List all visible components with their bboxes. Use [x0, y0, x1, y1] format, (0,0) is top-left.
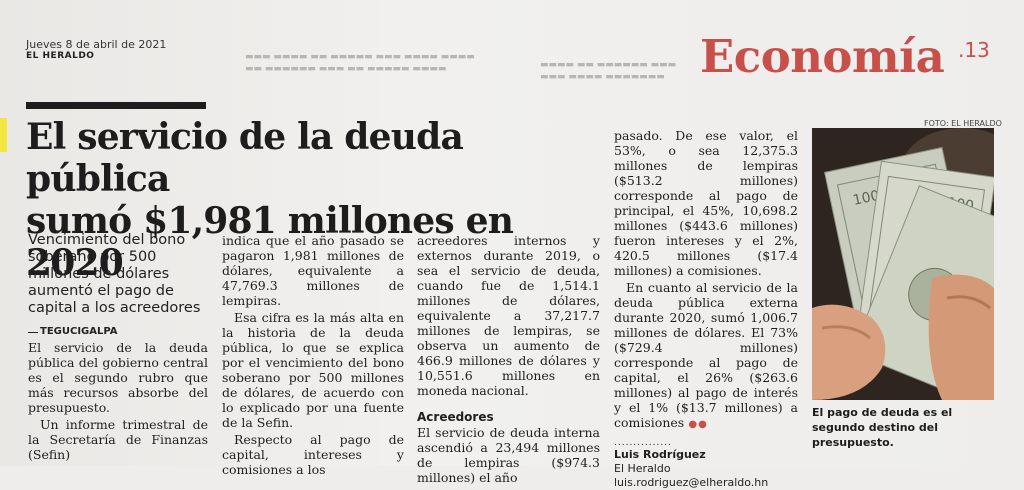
paragraph: pasado. De ese valor, el 53%, o sea 12,3… [614, 128, 798, 278]
bleed-through-text: ▬▬▬▬ ▬▬ ▬▬▬▬▬▬ ▬▬▬ [540, 60, 677, 70]
article-column-1: El servicio de la deuda pública del gobi… [28, 340, 208, 462]
article-column-2: indica que el año pasado se pagaron 1,98… [222, 233, 404, 477]
end-mark-icon: ●● [684, 419, 708, 430]
article-column-3: acreedores internos y externos durante 2… [417, 233, 600, 485]
photo-caption: El pago de deuda es el segundo destino d… [812, 406, 953, 449]
bleed-through-text: ▬▬▬ ▬▬▬▬ ▬▬ ▬▬▬▬▬ ▬▬▬ ▬▬▬▬ ▬▬▬▬ [245, 52, 475, 62]
paragraph: Esa cifra es la más alta en la historia … [222, 310, 404, 430]
bleed-through-text: ▬▬ ▬▬▬▬▬▬ ▬▬▬ ▬▬ ▬▬▬▬▬ ▬▬▬▬ [245, 64, 447, 74]
issue-date: Jueves 8 de abril de 2021 [26, 38, 167, 51]
headline: El servicio de la deuda pública sumó $1,… [26, 116, 606, 284]
bleed-through-text: ▬▬▬ ▬▬▬▬ ▬▬▬▬▬▬▬ [540, 72, 665, 82]
author-outlet: El Heraldo [614, 462, 671, 475]
highlighter-mark [0, 118, 7, 152]
hands-holding-dollars-illustration: 100 100 [812, 128, 994, 400]
paragraph: Respecto al pago de capital, intereses y… [222, 432, 404, 477]
author-email: luis.rodriguez@elheraldo.hn [614, 476, 769, 489]
paragraph: En cuanto al servicio de la deuda públic… [614, 280, 798, 432]
paragraph: El servicio de la deuda pública del gobi… [28, 340, 208, 415]
newspaper-name: EL HERALDO [26, 51, 95, 61]
byline-separator: ............... [614, 438, 672, 448]
section-title: Economía [700, 30, 945, 83]
headline-line-2: sumó $1,981 millones en 2020 [26, 200, 514, 284]
headline-line-1: El servicio de la deuda pública [26, 116, 464, 200]
headline-rule [26, 102, 206, 109]
paragraph: Un informe trimestral de la Secretaría d… [28, 417, 208, 462]
subsection-title: Acreedores [417, 410, 494, 424]
paragraph: indica que el año pasado se pagaron 1,98… [222, 233, 404, 308]
svg-text:100: 100 [852, 188, 881, 209]
money-photo: 100 100 [812, 128, 994, 400]
paragraph: acreedores internos y externos durante 2… [417, 233, 600, 398]
article-column-4: pasado. De ese valor, el 53%, o sea 12,3… [614, 128, 798, 490]
paragraph: El servicio de deuda interna ascendió a … [417, 425, 600, 485]
dateline-rule [28, 332, 38, 333]
subhead: Vencimiento del bono soberano por 500 mi… [28, 232, 201, 316]
photo-credit: FOTO: EL HERALDO [924, 119, 1002, 128]
byline: Luis Rodríguez El Heraldo luis.rodriguez… [614, 448, 798, 490]
author-name: Luis Rodríguez [614, 448, 706, 461]
dateline: TEGUCIGALPA [40, 326, 118, 337]
paragraph-text: En cuanto al servicio de la deuda públic… [614, 280, 798, 430]
page-number: .13 [958, 38, 990, 62]
